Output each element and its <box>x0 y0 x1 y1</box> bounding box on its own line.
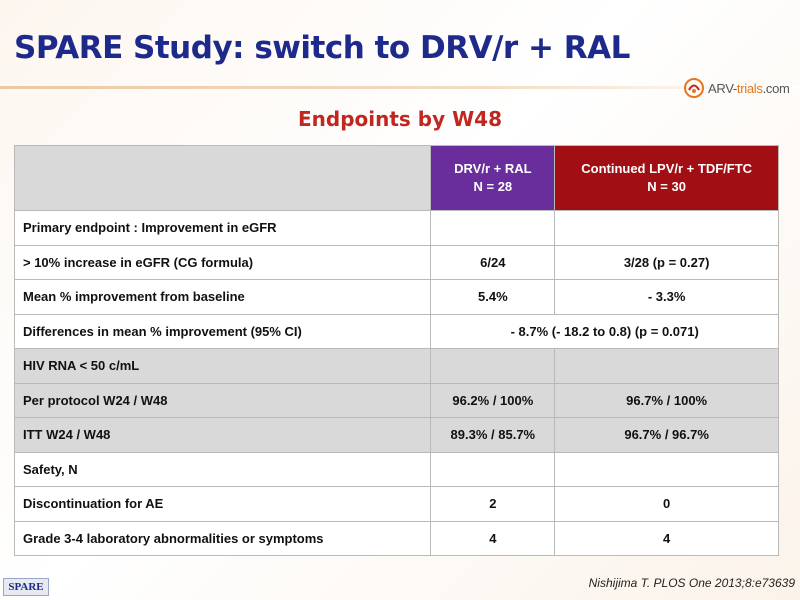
drv-cell: 4 <box>430 520 556 556</box>
row-label: Discontinuation for AE <box>13 486 432 522</box>
drv-cell <box>430 451 556 487</box>
row-label: Per protocol W24 / W48 <box>13 382 432 418</box>
table-row: Per protocol W24 / W48 96.2% / 100% 96.7… <box>13 382 779 418</box>
slide-title: SPARE Study: switch to DRV/r + RAL <box>14 30 630 66</box>
citation: Nishijima T. PLOS One 2013;8:e73639 <box>588 576 795 590</box>
header-drv-ral: DRV/r + RAL N = 28 <box>430 145 556 211</box>
table-row: Grade 3-4 laboratory abnormalities or sy… <box>13 520 779 556</box>
header-drv-ral-name: DRV/r + RAL <box>454 161 532 176</box>
section-row-hiv-rna: HIV RNA < 50 c/mL <box>13 348 779 384</box>
lpv-cell: 4 <box>554 520 779 556</box>
lpv-cell: 0 <box>554 486 779 522</box>
endpoints-table: DRV/r + RAL N = 28 Continued LPV/r + TDF… <box>13 145 779 556</box>
drv-cell: 96.2% / 100% <box>430 382 556 418</box>
table-row: Differences in mean % improvement (95% C… <box>13 313 779 349</box>
table-row: Mean % improvement from baseline 5.4% - … <box>13 279 779 315</box>
header-lpv-tdf: Continued LPV/r + TDF/FTC N = 30 <box>554 145 779 211</box>
section-row-primary-endpoint: Primary endpoint : Improvement in eGFR <box>13 210 779 246</box>
arv-trials-logo-icon <box>684 78 704 98</box>
row-label: HIV RNA < 50 c/mL <box>13 348 432 384</box>
lpv-cell: 96.7% / 100% <box>554 382 779 418</box>
merged-difference-cell: - 8.7% (- 18.2 to 0.8) (p = 0.071) <box>430 313 779 349</box>
drv-cell <box>430 348 556 384</box>
drv-cell: 89.3% / 85.7% <box>430 417 556 453</box>
logo-text: ARV-trials.com <box>708 80 790 96</box>
title-divider <box>0 86 800 89</box>
header-lpv-tdf-n: N = 30 <box>647 179 686 194</box>
drv-cell <box>430 210 556 246</box>
spare-footer-badge: SPARE <box>3 578 49 596</box>
lpv-cell: 96.7% / 96.7% <box>554 417 779 453</box>
row-label: ITT W24 / W48 <box>13 417 432 453</box>
lpv-cell: - 3.3% <box>554 279 779 315</box>
header-lpv-tdf-name: Continued LPV/r + TDF/FTC <box>581 161 753 176</box>
arv-trials-logo: ARV-trials.com <box>683 77 790 99</box>
header-blank-cell <box>13 145 432 211</box>
row-label: Primary endpoint : Improvement in eGFR <box>13 210 432 246</box>
slide-subtitle: Endpoints by W48 <box>297 107 502 131</box>
row-label: Grade 3-4 laboratory abnormalities or sy… <box>13 520 432 556</box>
section-row-safety: Safety, N <box>13 451 779 487</box>
drv-cell: 5.4% <box>430 279 556 315</box>
lpv-cell <box>554 348 779 384</box>
drv-cell: 2 <box>430 486 556 522</box>
row-label: Mean % improvement from baseline <box>13 279 432 315</box>
table-row: ITT W24 / W48 89.3% / 85.7% 96.7% / 96.7… <box>13 417 779 453</box>
row-label: > 10% increase in eGFR (CG formula) <box>13 244 432 280</box>
lpv-cell <box>554 451 779 487</box>
lpv-cell <box>554 210 779 246</box>
row-label: Differences in mean % improvement (95% C… <box>13 313 432 349</box>
table-header-row: DRV/r + RAL N = 28 Continued LPV/r + TDF… <box>13 145 779 211</box>
lpv-cell: 3/28 (p = 0.27) <box>554 244 779 280</box>
header-drv-ral-n: N = 28 <box>473 179 513 194</box>
table-row: > 10% increase in eGFR (CG formula) 6/24… <box>13 244 779 280</box>
table-row: Discontinuation for AE 2 0 <box>13 486 779 522</box>
row-label: Safety, N <box>13 451 432 487</box>
drv-cell: 6/24 <box>430 244 556 280</box>
